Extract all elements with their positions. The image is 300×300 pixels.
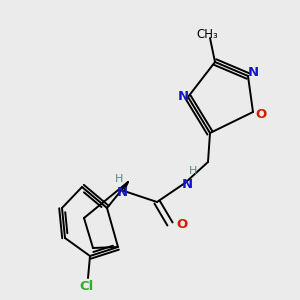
Text: Cl: Cl — [79, 280, 93, 293]
Text: N: N — [116, 185, 128, 199]
Text: N: N — [182, 178, 193, 190]
Text: CH₃: CH₃ — [196, 28, 218, 41]
Text: O: O — [176, 218, 188, 232]
Text: H: H — [189, 166, 197, 176]
Text: N: N — [177, 91, 189, 103]
Text: O: O — [255, 109, 267, 122]
Text: N: N — [248, 67, 259, 80]
Text: H: H — [115, 174, 123, 184]
